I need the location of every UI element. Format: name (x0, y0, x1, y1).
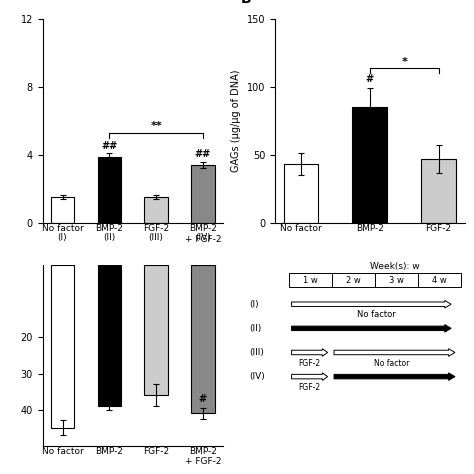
Text: #: # (365, 74, 374, 84)
FancyArrow shape (292, 373, 328, 381)
Text: 3 w: 3 w (389, 275, 404, 284)
Text: **: ** (150, 121, 162, 131)
Text: ##: ## (101, 141, 118, 151)
Text: (III): (III) (249, 348, 264, 357)
Bar (51, 197, 74, 223)
Text: (IV): (IV) (195, 233, 211, 242)
Text: #: # (199, 394, 207, 404)
Text: No factor: No factor (357, 310, 396, 319)
Text: (II): (II) (249, 324, 261, 333)
Bar (191, 165, 215, 223)
Bar (98, 156, 121, 223)
Text: (I): (I) (249, 300, 259, 309)
Bar (191, 265, 215, 413)
Text: No factor: No factor (374, 359, 409, 368)
FancyArrow shape (292, 349, 328, 356)
Text: ##: ## (195, 149, 211, 159)
Text: (III): (III) (149, 233, 164, 242)
FancyArrow shape (292, 301, 451, 308)
Text: FGF-2: FGF-2 (298, 383, 320, 392)
Bar (421, 159, 456, 223)
Text: 2 w: 2 w (346, 275, 361, 284)
Text: (II): (II) (103, 233, 116, 242)
Bar (98, 265, 121, 406)
Bar (283, 164, 318, 223)
Bar (51, 265, 74, 428)
FancyArrow shape (334, 349, 455, 356)
Bar (289, 273, 461, 287)
Text: BMP-2: BMP-2 (379, 383, 403, 392)
Text: BMP-2: BMP-2 (363, 335, 390, 344)
Y-axis label: GAGs (μg/μg of DNA): GAGs (μg/μg of DNA) (231, 70, 241, 172)
Text: 1 w: 1 w (303, 275, 318, 284)
Text: (IV): (IV) (249, 372, 265, 381)
Bar (145, 265, 168, 395)
FancyArrow shape (334, 373, 455, 381)
Text: Week(s): w: Week(s): w (370, 262, 420, 271)
Text: FGF-2: FGF-2 (298, 359, 320, 368)
Bar (353, 107, 387, 223)
Text: B: B (241, 0, 251, 6)
Text: (I): (I) (58, 233, 67, 242)
Text: 4 w: 4 w (432, 275, 447, 284)
FancyArrow shape (292, 325, 451, 332)
Text: *: * (401, 56, 407, 66)
Bar (145, 197, 168, 223)
